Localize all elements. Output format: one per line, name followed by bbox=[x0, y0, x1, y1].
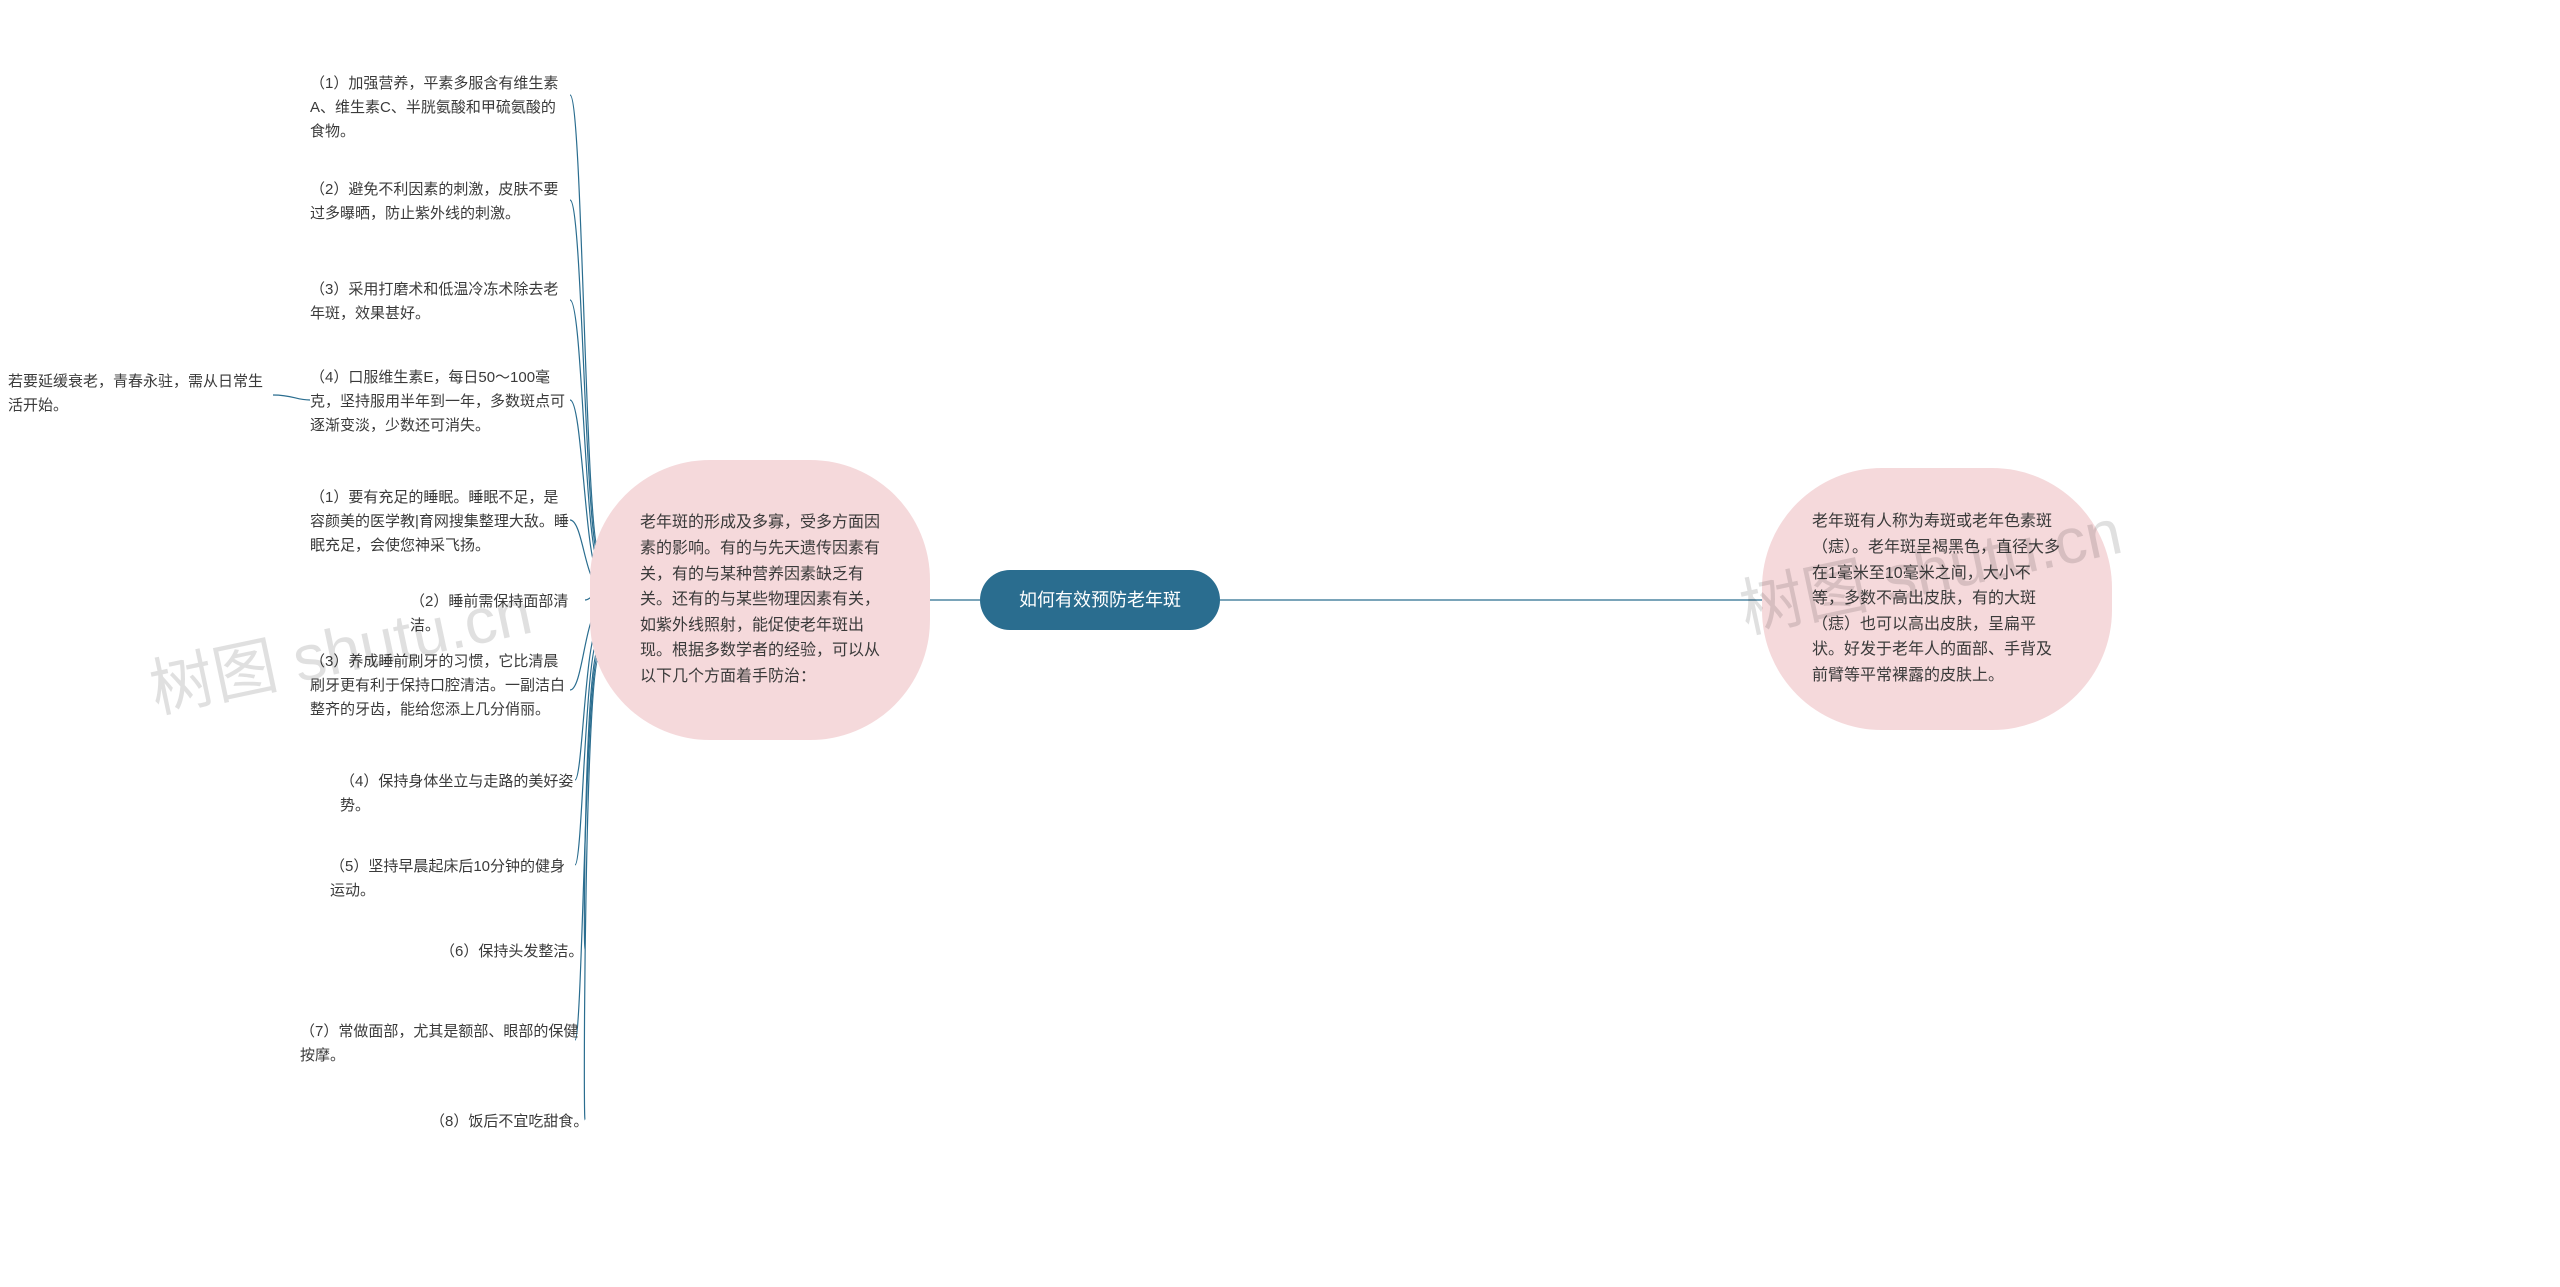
leaf-node[interactable]: （4）保持身体坐立与走路的美好姿势。 bbox=[340, 770, 580, 818]
node-label: （6）保持头发整洁。 bbox=[440, 943, 583, 960]
node-label: （3）养成睡前刷牙的习惯，它比清晨刷牙更有利于保持口腔清洁。一副洁白整齐的牙齿，… bbox=[310, 653, 565, 718]
node-label: （2）睡前需保持面部清洁。 bbox=[410, 593, 568, 634]
node-label: （4）保持身体坐立与走路的美好姿势。 bbox=[340, 773, 573, 814]
node-label: （4）口服维生素E，每日50～100毫克，坚持服用半年到一年，多数斑点可逐渐变淡… bbox=[310, 369, 565, 434]
leaf-node[interactable]: （4）口服维生素E，每日50～100毫克，坚持服用半年到一年，多数斑点可逐渐变淡… bbox=[310, 366, 570, 438]
node-label: （8）饭后不宜吃甜食。 bbox=[430, 1113, 588, 1130]
leaf-node[interactable]: （3）养成睡前刷牙的习惯，它比清晨刷牙更有利于保持口腔清洁。一副洁白整齐的牙齿，… bbox=[310, 650, 570, 722]
node-label: 老年斑有人称为寿斑或老年色素斑（痣）。老年斑呈褐黑色，直径大多在1毫米至10毫米… bbox=[1812, 509, 2062, 688]
node-label: （1）加强营养，平素多服含有维生素A、维生素C、半胱氨酸和甲硫氨酸的食物。 bbox=[310, 75, 558, 140]
edge bbox=[570, 95, 600, 555]
leaf-node[interactable]: （1）要有充足的睡眠。睡眠不足，是容颜美的医学教|育网搜集整理大敌。睡眠充足，会… bbox=[310, 486, 570, 558]
leaf-node[interactable]: （2）避免不利因素的刺激，皮肤不要过多曝晒，防止紫外线的刺激。 bbox=[310, 178, 570, 226]
node-label: （5）坚持早晨起床后10分钟的健身运动。 bbox=[330, 858, 565, 899]
node-label: （3）采用打磨术和低温冷冻术除去老年斑，效果甚好。 bbox=[310, 281, 558, 322]
branch-node[interactable]: 老年斑有人称为寿斑或老年色素斑（痣）。老年斑呈褐黑色，直径大多在1毫米至10毫米… bbox=[1762, 468, 2112, 730]
node-label: 若要延缓衰老，青春永驻，需从日常生活开始。 bbox=[8, 373, 263, 414]
leaf-node[interactable]: （6）保持头发整洁。 bbox=[440, 940, 590, 964]
node-label: （1）要有充足的睡眠。睡眠不足，是容颜美的医学教|育网搜集整理大敌。睡眠充足，会… bbox=[310, 489, 569, 554]
leaf-node[interactable]: （2）睡前需保持面部清洁。 bbox=[410, 590, 590, 638]
node-label: （2）避免不利因素的刺激，皮肤不要过多曝晒，防止紫外线的刺激。 bbox=[310, 181, 558, 222]
leaf-node[interactable]: （3）采用打磨术和低温冷冻术除去老年斑，效果甚好。 bbox=[310, 278, 570, 326]
leaf-node[interactable]: （1）加强营养，平素多服含有维生素A、维生素C、半胱氨酸和甲硫氨酸的食物。 bbox=[310, 72, 570, 144]
node-label: 老年斑的形成及多寡，受多方面因素的影响。有的与先天遗传因素有关，有的与某种营养因… bbox=[640, 510, 880, 689]
edge bbox=[273, 395, 310, 400]
leaf-node[interactable]: （5）坚持早晨起床后10分钟的健身运动。 bbox=[330, 855, 580, 903]
branch-node[interactable]: 老年斑的形成及多寡，受多方面因素的影响。有的与先天遗传因素有关，有的与某种营养因… bbox=[590, 460, 930, 740]
edge bbox=[570, 200, 600, 560]
node-label: （7）常做面部，尤其是额部、眼部的保健按摩。 bbox=[300, 1023, 578, 1064]
leaf-node[interactable]: （8）饭后不宜吃甜食。 bbox=[430, 1110, 590, 1134]
root-node[interactable]: 如何有效预防老年斑 bbox=[980, 570, 1220, 630]
root-label: 如何有效预防老年斑 bbox=[1019, 586, 1181, 615]
leaf-node[interactable]: 若要延缓衰老，青春永驻，需从日常生活开始。 bbox=[8, 370, 273, 418]
leaf-node[interactable]: （7）常做面部，尤其是额部、眼部的保健按摩。 bbox=[300, 1020, 580, 1068]
